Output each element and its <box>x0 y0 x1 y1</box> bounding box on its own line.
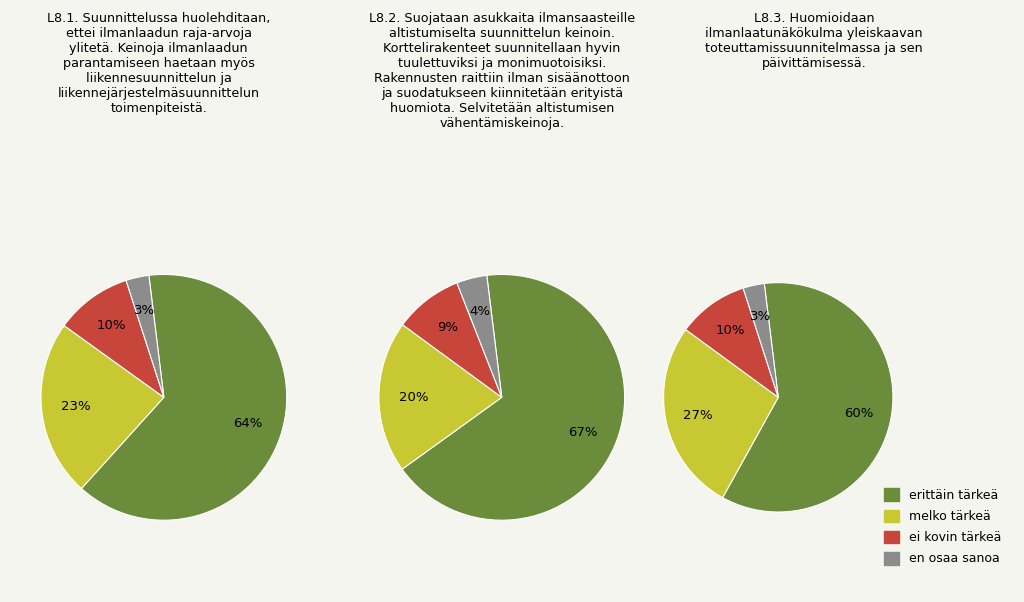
Wedge shape <box>664 329 778 498</box>
Wedge shape <box>723 282 893 512</box>
Wedge shape <box>457 275 502 397</box>
Wedge shape <box>686 288 778 397</box>
Text: 27%: 27% <box>683 409 713 421</box>
Wedge shape <box>743 284 778 397</box>
Wedge shape <box>379 324 502 469</box>
Text: 9%: 9% <box>437 321 459 334</box>
Text: 10%: 10% <box>715 324 744 337</box>
Text: L8.2. Suojataan asukkaita ilmansaasteille
altistumiselta suunnittelun keinoin.
K: L8.2. Suojataan asukkaita ilmansaasteill… <box>369 12 635 130</box>
Text: 67%: 67% <box>568 426 598 439</box>
Text: 3%: 3% <box>134 305 156 317</box>
Wedge shape <box>82 275 287 520</box>
Text: 60%: 60% <box>845 406 874 420</box>
Text: 4%: 4% <box>470 305 490 318</box>
Text: L8.1. Suunnittelussa huolehditaan,
ettei ilmanlaadun raja-arvoja
ylitetä. Keinoj: L8.1. Suunnittelussa huolehditaan, ettei… <box>47 12 270 115</box>
Text: 10%: 10% <box>97 319 127 332</box>
Text: 20%: 20% <box>398 391 428 403</box>
Wedge shape <box>402 283 502 397</box>
Legend: erittäin tärkeä, melko tärkeä, ei kovin tärkeä, en osaa sanoa: erittäin tärkeä, melko tärkeä, ei kovin … <box>878 482 1008 572</box>
Wedge shape <box>126 275 164 397</box>
Text: 3%: 3% <box>750 310 771 323</box>
Text: L8.3. Huomioidaan
ilmanlaatunäkökulma yleiskaavan
toteuttamissuunnitelmassa ja s: L8.3. Huomioidaan ilmanlaatunäkökulma yl… <box>706 12 923 70</box>
Text: 23%: 23% <box>61 400 91 413</box>
Wedge shape <box>65 281 164 397</box>
Wedge shape <box>41 326 164 488</box>
Wedge shape <box>402 275 625 520</box>
Text: 64%: 64% <box>233 418 263 430</box>
